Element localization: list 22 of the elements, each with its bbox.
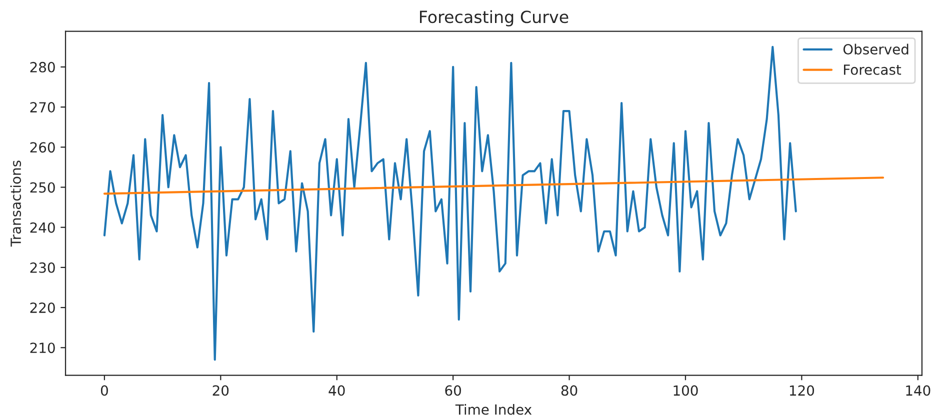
x-tick-label: 0 (100, 385, 108, 396)
y-tick-label: 210 (30, 342, 55, 354)
x-tick-label: 40 (328, 385, 345, 396)
x-tick-label: 80 (561, 385, 578, 396)
x-tick-label: 100 (674, 385, 698, 396)
y-tick-label: 240 (30, 222, 55, 233)
x-tick-label: 60 (445, 385, 461, 396)
y-tick-label: 260 (30, 142, 55, 153)
y-tick-label: 220 (30, 302, 55, 314)
line-series (103, 46, 797, 361)
y-tick-label: 230 (30, 262, 55, 273)
chart-title: Forecasting Curve (420, 10, 568, 26)
x-tick-label: 120 (790, 385, 814, 396)
x-tick-label: 20 (212, 385, 229, 396)
x-tick-label: 140 (906, 385, 930, 396)
x-axis-title: Time Index (455, 404, 532, 415)
legend-label: Observed (843, 44, 908, 55)
y-tick-label: 280 (30, 62, 55, 72)
legend-label: Forecast (844, 64, 902, 75)
y-tick-label: 250 (30, 182, 55, 193)
y-axis-title: Transactions (10, 160, 22, 247)
y-tick-label: 270 (30, 102, 55, 113)
